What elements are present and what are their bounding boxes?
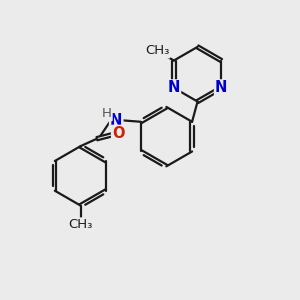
Text: O: O bbox=[112, 126, 124, 141]
Text: CH₃: CH₃ bbox=[145, 44, 169, 57]
Text: CH₃: CH₃ bbox=[68, 218, 93, 231]
Text: N: N bbox=[215, 80, 227, 95]
Text: H: H bbox=[102, 107, 112, 120]
Text: N: N bbox=[110, 113, 122, 128]
Text: N: N bbox=[168, 80, 180, 95]
